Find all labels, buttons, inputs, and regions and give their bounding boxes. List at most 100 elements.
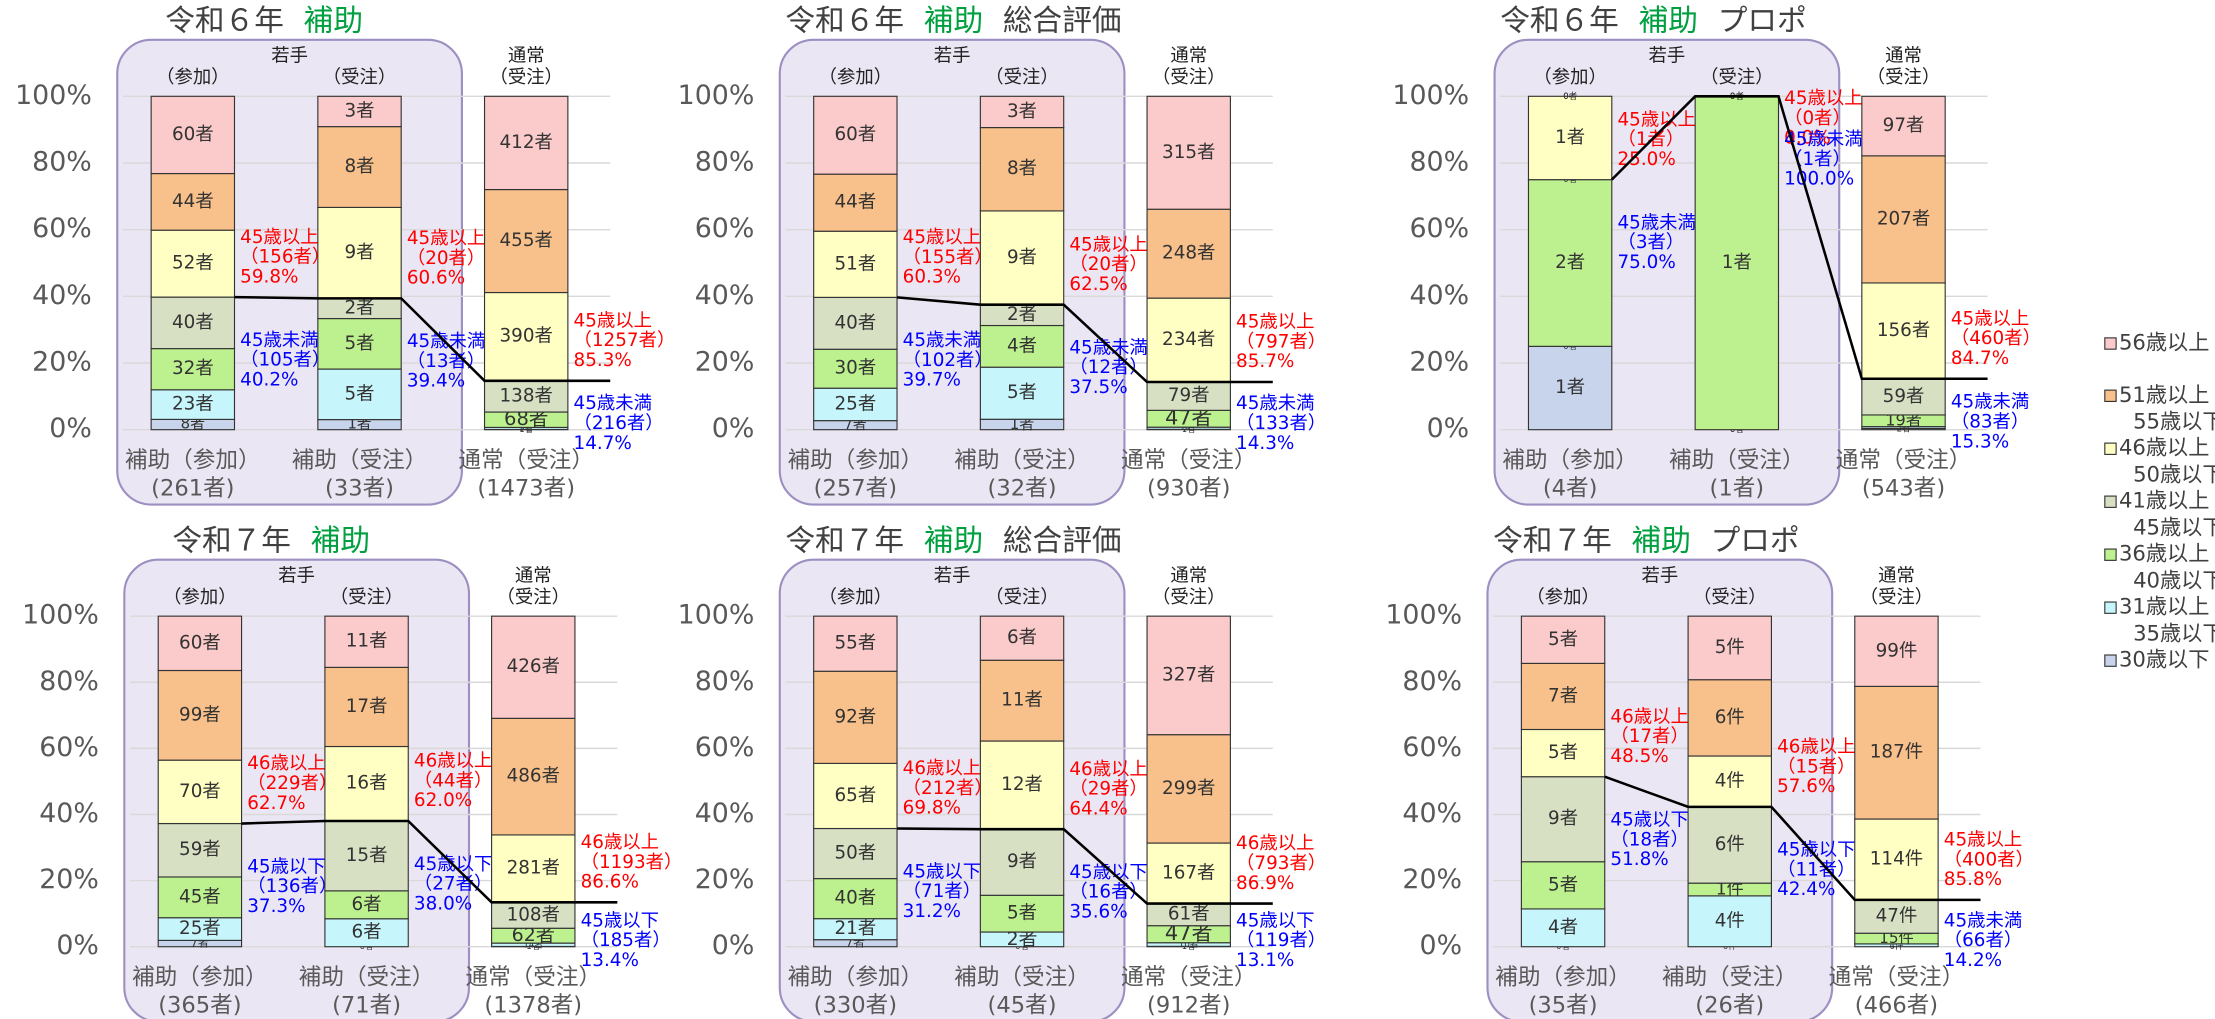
legend-label: 36歳以上 xyxy=(2119,541,2209,566)
note-lower: （13者） xyxy=(407,351,485,372)
bar-segment xyxy=(1520,615,1606,664)
segment-label: 5者 xyxy=(1007,382,1037,403)
title-main: 令和６年 xyxy=(165,2,284,37)
note-upper: 62.5% xyxy=(1069,274,1127,295)
bar-segment xyxy=(157,759,243,825)
bar-segment xyxy=(813,348,898,389)
note-upper: 57.6% xyxy=(1777,776,1835,797)
note-lower: 45歳未満 xyxy=(1951,392,2029,413)
bar-segment xyxy=(1687,755,1772,808)
column-header: （受注） xyxy=(330,587,403,608)
legend-swatch xyxy=(2104,548,2117,561)
title-main: 令和７年 xyxy=(1493,522,1612,557)
bar-segment xyxy=(979,210,1065,306)
y-tick-label: 60% xyxy=(32,213,92,244)
column-header: （受注） xyxy=(323,67,396,88)
note-lower: 45歳未満 xyxy=(903,330,981,351)
title-sub: 総合評価 xyxy=(1003,522,1122,557)
column-header: （参加） xyxy=(1526,587,1599,608)
segment-label: 2者 xyxy=(1007,928,1038,950)
note-lower: 45歳以下 xyxy=(1610,810,1688,831)
y-tick-label: 80% xyxy=(1402,666,1462,697)
segment-label: 1者 xyxy=(1722,252,1752,273)
segment-label: 70者 xyxy=(179,781,221,802)
bar-segment xyxy=(813,387,898,422)
note-upper: （20者） xyxy=(1069,254,1147,275)
segment-label: 44者 xyxy=(172,191,214,212)
y-tick-label: 0% xyxy=(712,413,755,444)
x-tick-label: 補助（参加） xyxy=(788,964,924,990)
total-label: (912者) xyxy=(1147,993,1230,1019)
total-label: (45者) xyxy=(988,993,1057,1019)
y-tick-label: 40% xyxy=(1409,280,1469,311)
note-upper: 59.8% xyxy=(240,266,298,287)
note-upper: 46歳以上 xyxy=(414,751,492,772)
column-header: （受注） xyxy=(1693,587,1766,608)
note-lower: （83者） xyxy=(1951,412,2029,433)
title-accent: 補助 xyxy=(924,522,983,557)
bar-segment xyxy=(1520,908,1606,948)
legend-label: 30歳以下 xyxy=(2119,647,2209,672)
bar-segment xyxy=(1861,95,1946,157)
y-tick-label: 100% xyxy=(15,80,92,111)
segment-label: 114件 xyxy=(1870,848,1923,869)
bar-segment xyxy=(813,296,898,350)
segment-label: 6件 xyxy=(1715,707,1745,728)
column-header: 通常 xyxy=(1878,566,1915,587)
chart-title: 令和６年 補助 xyxy=(165,2,363,37)
note-lower: 38.0% xyxy=(414,893,472,914)
bar-segment xyxy=(979,659,1065,742)
title-sub: プロポ xyxy=(1718,2,1807,37)
note-lower: 45歳未満 xyxy=(240,330,318,351)
bar-segment xyxy=(1854,685,1939,820)
bar-segment xyxy=(483,380,569,413)
bar-segment xyxy=(813,878,898,920)
y-tick-label: 60% xyxy=(1409,213,1469,244)
note-lower: 40.2% xyxy=(240,369,298,390)
segment-label: 390者 xyxy=(500,326,553,347)
segment-label: 12者 xyxy=(1001,774,1043,795)
bar-segment xyxy=(1854,899,1939,934)
x-tick-label: 補助（受注） xyxy=(1662,964,1798,990)
legend-swatch xyxy=(2104,654,2117,667)
note-upper: （156者） xyxy=(240,247,330,268)
note-upper: 46歳以上 xyxy=(1236,833,1314,854)
segment-label: 45者 xyxy=(179,886,221,907)
legend-label: 41歳以上 xyxy=(2119,488,2209,513)
note-upper: 46歳以上 xyxy=(1777,737,1855,758)
y-tick-label: 40% xyxy=(39,798,99,829)
group-label: 若手 xyxy=(271,46,308,67)
note-lower: 14.2% xyxy=(1944,950,2002,971)
title-accent: 補助 xyxy=(304,2,363,37)
legend-label: 50歳以下 xyxy=(2133,462,2215,487)
segment-label: 187件 xyxy=(1870,742,1923,763)
y-tick-label: 80% xyxy=(39,666,99,697)
segment-label: 23者 xyxy=(172,394,214,415)
note-lower: 39.7% xyxy=(903,370,961,391)
bar-segment xyxy=(813,615,898,672)
segment-label: 14者 xyxy=(523,939,543,950)
note-lower: 42.4% xyxy=(1777,879,1835,900)
bar-segment xyxy=(813,762,898,830)
bar-segment xyxy=(150,389,236,420)
bar-segment xyxy=(1520,776,1606,863)
segment-label: 59者 xyxy=(179,839,221,860)
y-tick-label: 40% xyxy=(1402,798,1462,829)
bar-segment xyxy=(150,296,236,350)
group-label: 若手 xyxy=(1641,566,1678,587)
segment-label: 15者 xyxy=(346,845,388,866)
legend-label: 35歳以下 xyxy=(2133,621,2215,646)
note-lower: （105者） xyxy=(240,350,330,371)
segment-label: 5者 xyxy=(1548,629,1578,650)
column-header: 通常 xyxy=(508,46,545,67)
segment-label: 99者 xyxy=(179,704,221,725)
segment-label: 6者 xyxy=(1182,423,1196,433)
bar-segment xyxy=(1527,95,1613,181)
chart-title: 令和６年 補助 総合評価 xyxy=(785,2,1121,37)
note-upper: （1257者） xyxy=(574,330,676,351)
segment-label: 4件 xyxy=(1715,770,1745,791)
column-header: （受注） xyxy=(1867,67,1940,88)
x-tick-label: 通常（受注） xyxy=(465,964,601,990)
title-main: 令和７年 xyxy=(172,522,291,557)
